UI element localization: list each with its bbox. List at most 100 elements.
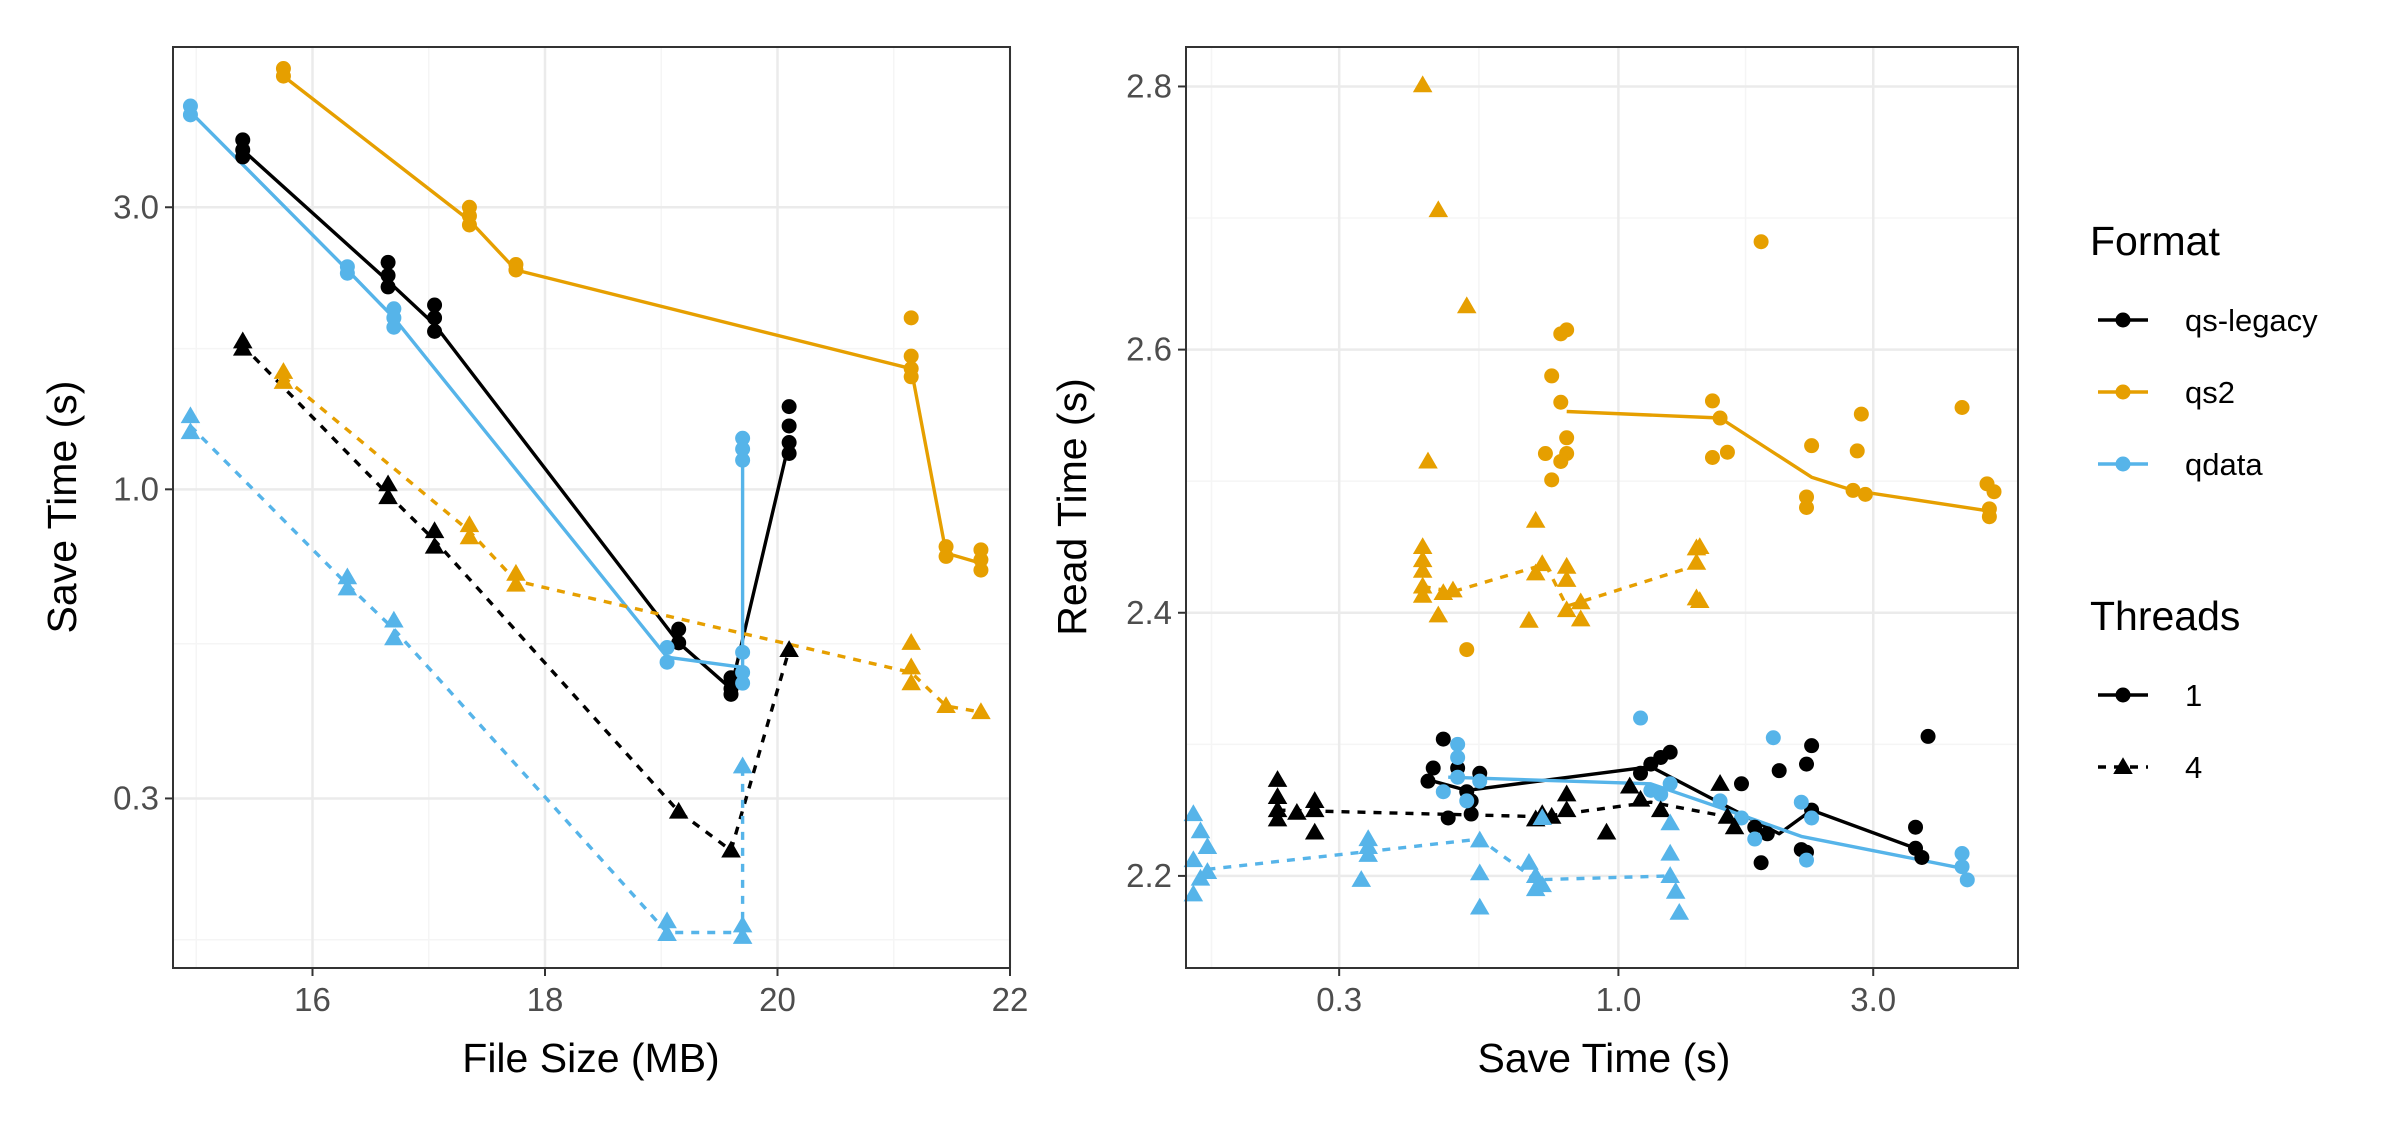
right-point-qdata-threads-4 xyxy=(1660,866,1680,883)
right-point-qs-legacy-threads-1 xyxy=(1463,806,1479,822)
right-point-qdata-threads-1 xyxy=(1733,810,1749,826)
right-point-qs-legacy-threads-4 xyxy=(1596,822,1617,840)
left-point-qdata-threads-1 xyxy=(182,107,198,123)
right-point-qdata-threads-1 xyxy=(1450,736,1466,752)
left-point-qdata-threads-1 xyxy=(735,664,751,680)
right-x-axis-title: Save Time (s) xyxy=(1478,1035,1731,1081)
left-point-qdata-threads-4 xyxy=(180,422,201,440)
right-point-qs-legacy-threads-1 xyxy=(1908,819,1924,835)
right-point-qdata-threads-1 xyxy=(1954,846,1970,862)
left-point-qs-legacy-threads-1 xyxy=(671,621,687,637)
right-point-qs-legacy-threads-4 xyxy=(1267,809,1288,827)
legend-threads-keys: 14 xyxy=(2098,678,2202,785)
legend-label-threads-1: 1 xyxy=(2185,678,2202,713)
right-point-qs2-threads-1 xyxy=(1954,400,1970,416)
right-point-qdata-threads-4 xyxy=(1190,868,1211,886)
right-point-qs2-threads-4 xyxy=(1525,510,1546,528)
left-x-tick-label: 20 xyxy=(759,981,796,1018)
right-point-qs-legacy-threads-4 xyxy=(1630,789,1651,807)
left-point-qs-legacy-threads-1 xyxy=(723,670,739,686)
left-point-qdata-threads-1 xyxy=(659,640,675,656)
read-time-vs-save-time-panel: 0.3 1.0 3.0 2.2 2.4 2.6 2.8 xyxy=(1126,46,2019,1018)
right-point-qs2-threads-4 xyxy=(1412,560,1433,578)
right-point-qs2-threads-4 xyxy=(1570,609,1591,627)
left-y-tick-label: 1.0 xyxy=(113,470,159,507)
left-point-qdata-threads-1 xyxy=(659,654,675,670)
right-point-qdata-threads-1 xyxy=(1459,793,1475,809)
right-point-qdata-threads-4 xyxy=(1469,830,1490,848)
right-point-qs-legacy-threads-1 xyxy=(1759,826,1775,842)
right-point-qdata-threads-4 xyxy=(1197,837,1218,854)
left-point-qdata-threads-4 xyxy=(337,567,358,585)
right-point-qs2-threads-4 xyxy=(1412,537,1433,555)
left-point-qs-legacy-threads-1 xyxy=(427,310,443,326)
right-point-qdata-threads-4 xyxy=(1358,845,1378,862)
right-point-qdata-threads-4 xyxy=(1660,843,1680,861)
right-line-qs2-threads-1 xyxy=(1566,409,1992,514)
left-point-qs-legacy-threads-4 xyxy=(424,536,445,554)
right-point-qs2-threads-1 xyxy=(1559,430,1575,446)
left-point-qdata-threads-4 xyxy=(384,610,404,628)
right-point-qdata-threads-1 xyxy=(1653,786,1669,802)
right-point-qs-legacy-threads-1 xyxy=(1747,819,1763,835)
right-point-qs-legacy-threads-4 xyxy=(1717,806,1738,824)
right-line-qdata-threads-4 xyxy=(1207,837,1671,882)
right-point-qs2-threads-1 xyxy=(1704,450,1720,466)
left-point-qdata-threads-4 xyxy=(657,911,677,929)
left-point-qs-legacy-threads-1 xyxy=(427,297,443,313)
right-point-qs-legacy-threads-4 xyxy=(1287,802,1307,820)
left-point-qs2-threads-4 xyxy=(901,673,921,691)
left-point-qs-legacy-threads-4 xyxy=(378,474,398,492)
legend-label-qs2: qs2 xyxy=(2185,375,2235,410)
right-point-qdata-threads-4 xyxy=(1183,884,1204,902)
right-y-tick-label: 2.6 xyxy=(1126,331,1172,368)
right-point-qs-legacy-threads-4 xyxy=(1710,774,1730,791)
right-point-qs2-threads-1 xyxy=(1704,393,1720,409)
right-point-qdata-threads-4 xyxy=(1469,863,1490,881)
left-point-qs2-threads-4 xyxy=(273,362,294,379)
legend-label-qdata: qdata xyxy=(2185,447,2263,482)
left-point-qs-legacy-threads-1 xyxy=(781,445,797,461)
right-point-qdata-threads-1 xyxy=(1747,831,1763,847)
right-y-axis-title: Read Time (s) xyxy=(1049,378,1095,635)
right-point-qs-legacy-threads-1 xyxy=(1662,744,1678,760)
right-x-tick-label: 0.3 xyxy=(1316,981,1362,1018)
right-point-qs2-threads-1 xyxy=(1804,438,1820,454)
right-point-qs2-threads-1 xyxy=(1799,489,1815,505)
right-point-qs2-threads-1 xyxy=(1544,368,1560,384)
right-panel-border xyxy=(1185,46,2019,969)
right-point-qdata-threads-4 xyxy=(1190,821,1211,839)
right-point-qs2-threads-4 xyxy=(1686,552,1707,570)
left-point-qs-legacy-threads-4 xyxy=(378,487,398,505)
left-point-qs-legacy-threads-1 xyxy=(671,635,687,651)
right-point-qs2-threads-4 xyxy=(1556,600,1577,618)
right-point-qs-legacy-threads-4 xyxy=(1304,791,1325,808)
right-point-qs2-threads-1 xyxy=(1553,394,1569,410)
right-point-qs-legacy-threads-4 xyxy=(1267,770,1288,787)
left-point-qs-legacy-threads-1 xyxy=(781,435,797,451)
left-point-qs2-threads-4 xyxy=(936,696,956,714)
left-point-qdata-threads-1 xyxy=(735,452,751,468)
right-point-qs-legacy-threads-4 xyxy=(1304,822,1325,840)
right-point-qs2-threads-1 xyxy=(1799,500,1815,515)
right-point-qs2-threads-4 xyxy=(1428,605,1449,623)
legend-key-point-threads-4 xyxy=(2113,757,2133,775)
right-point-qdata-threads-1 xyxy=(1765,730,1781,746)
right-point-qs-legacy-threads-4 xyxy=(1304,800,1325,818)
right-point-qdata-threads-4 xyxy=(1660,813,1680,831)
left-point-qdata-threads-1 xyxy=(735,675,751,691)
right-point-qdata-threads-1 xyxy=(1954,859,1970,875)
left-point-qs2-threads-4 xyxy=(459,527,480,545)
left-point-qs-legacy-threads-1 xyxy=(380,254,396,270)
right-point-qdata-threads-4 xyxy=(1183,850,1204,868)
left-x-tick-label: 22 xyxy=(992,981,1029,1018)
left-point-qdata-threads-4 xyxy=(337,578,358,596)
right-y-tick-label: 2.8 xyxy=(1126,67,1172,104)
left-point-qs2-threads-4 xyxy=(459,515,480,533)
right-point-qs2-threads-4 xyxy=(1443,580,1463,598)
left-point-qs2-threads-1 xyxy=(903,310,919,326)
right-x-tick-label: 1.0 xyxy=(1595,981,1641,1018)
right-point-qs2-threads-1 xyxy=(1986,484,2002,500)
